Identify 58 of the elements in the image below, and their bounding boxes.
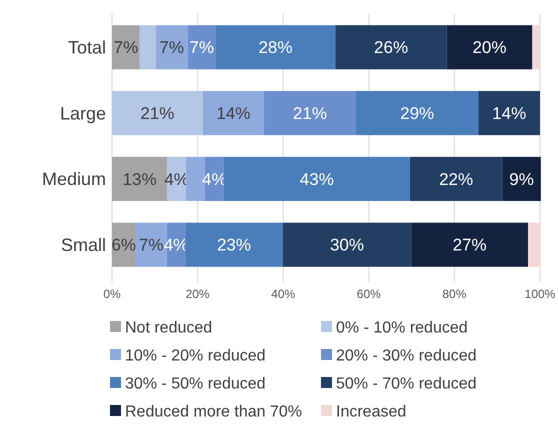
legend-label: 10% - 20% reduced bbox=[125, 348, 266, 365]
data-label: 20% bbox=[472, 38, 507, 58]
x-tick-label: 80% bbox=[442, 287, 467, 301]
data-label: 26% bbox=[374, 38, 408, 58]
bar bbox=[335, 25, 447, 70]
bar bbox=[140, 25, 156, 70]
y-tick-label: Medium bbox=[42, 169, 106, 190]
data-label: 13% bbox=[122, 170, 157, 189]
bar bbox=[411, 222, 528, 267]
y-tick-label: Small bbox=[60, 235, 106, 256]
x-tick-label: 20% bbox=[186, 287, 210, 301]
x-tick-label: 100% bbox=[524, 287, 556, 301]
bar bbox=[356, 91, 478, 136]
bar bbox=[528, 222, 540, 267]
bar bbox=[112, 25, 140, 70]
x-tick-label: 0% bbox=[103, 287, 121, 301]
bar bbox=[502, 156, 541, 201]
data-label: 30% bbox=[330, 236, 364, 255]
legend-label: Not reduced bbox=[125, 320, 212, 337]
bar bbox=[185, 222, 283, 267]
data-label: 27% bbox=[452, 236, 487, 255]
x-tick-label: 60% bbox=[356, 287, 382, 301]
data-label: 22% bbox=[439, 170, 474, 189]
bar bbox=[446, 25, 532, 70]
bar bbox=[264, 91, 356, 136]
bar bbox=[202, 91, 264, 136]
legend-label: 50% - 70% reduced bbox=[336, 376, 477, 393]
legend-label: 0% - 10% reduced bbox=[336, 320, 468, 337]
legend-label: Reduced more than 70% bbox=[125, 404, 302, 421]
bar bbox=[224, 156, 410, 201]
bar bbox=[282, 222, 412, 267]
bar bbox=[478, 91, 540, 136]
data-label: 14% bbox=[216, 104, 250, 124]
data-label: 21% bbox=[292, 104, 327, 124]
bar bbox=[156, 25, 188, 70]
data-label: 21% bbox=[140, 104, 174, 124]
data-label: 6% bbox=[111, 236, 136, 255]
data-label: 28% bbox=[258, 38, 293, 58]
data-label: 7% bbox=[159, 38, 184, 58]
bar bbox=[410, 156, 502, 201]
data-label: 7% bbox=[189, 38, 214, 58]
bar bbox=[216, 25, 336, 70]
data-label: 43% bbox=[300, 170, 334, 189]
data-label: 14% bbox=[492, 104, 526, 124]
y-tick-label: Total bbox=[68, 38, 106, 58]
data-label: 7% bbox=[138, 236, 164, 255]
y-tick-label: Large bbox=[60, 103, 106, 124]
bar bbox=[188, 25, 216, 70]
data-label: 9% bbox=[509, 170, 534, 189]
bar bbox=[112, 91, 203, 136]
legend-label: 30% - 50% reduced bbox=[125, 376, 266, 393]
data-label: 23% bbox=[216, 236, 251, 255]
legend-label: Increased bbox=[336, 404, 406, 421]
x-tick-label: 40% bbox=[271, 287, 296, 301]
data-label: 29% bbox=[400, 104, 434, 124]
bar bbox=[532, 25, 540, 70]
legend-label: 20% - 30% reduced bbox=[336, 348, 477, 365]
data-label: 7% bbox=[114, 38, 138, 58]
